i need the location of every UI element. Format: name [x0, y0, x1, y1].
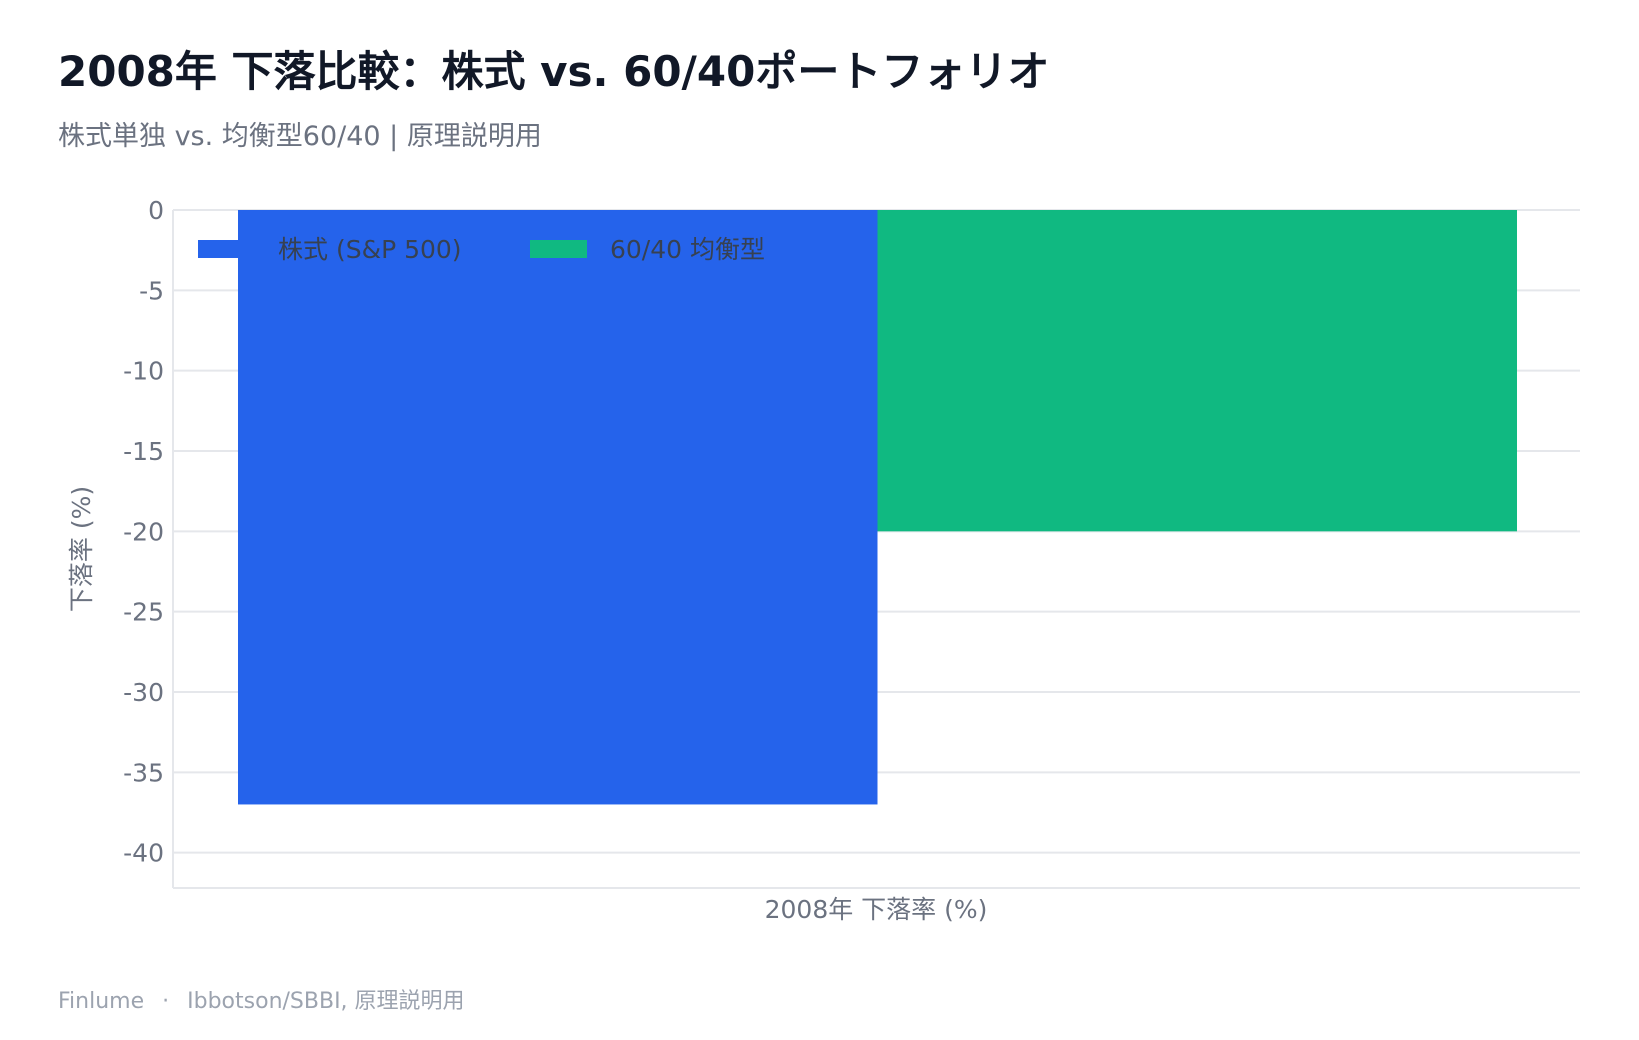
- footer-source: Ibbotson/SBBI, 原理説明用: [187, 989, 465, 1014]
- legend-label: 60/40 均衡型: [610, 235, 765, 264]
- x-axis-title: 2008年 下落率 (%): [765, 895, 988, 924]
- bar-stocks: [238, 210, 878, 805]
- y-tick-label: -15: [123, 437, 164, 466]
- y-tick-label: 0: [148, 196, 164, 225]
- footer-separator: ·: [162, 989, 170, 1014]
- legend-swatch: [198, 240, 255, 258]
- bar-balanced-60-40: [877, 210, 1517, 532]
- y-tick-label: -20: [123, 517, 164, 546]
- legend-label: 株式 (S&P 500): [278, 235, 462, 264]
- y-axis-ticks: 0 -5 -10 -15 -20 -25 -30 -35 -40: [123, 196, 164, 868]
- chart-title: 2008年 下落比較：株式 vs. 60/40ポートフォリオ: [58, 47, 1050, 96]
- y-tick-label: -10: [123, 357, 164, 386]
- legend: 株式 (S&P 500) 60/40 均衡型: [198, 235, 765, 264]
- y-tick-label: -25: [123, 598, 164, 627]
- footer: Finlume · Ibbotson/SBBI, 原理説明用: [58, 983, 465, 1015]
- footer-brand: Finlume: [58, 989, 145, 1014]
- legend-swatch: [530, 240, 587, 258]
- bars: [238, 210, 1517, 805]
- y-tick-label: -35: [123, 758, 164, 787]
- y-tick-label: -5: [139, 276, 164, 305]
- y-tick-label: -40: [123, 839, 164, 868]
- chart-subtitle: 株式単独 vs. 均衡型60/40 | 原理説明用: [58, 121, 542, 152]
- y-tick-label: -30: [123, 678, 164, 707]
- y-axis-title: 下落率 (%): [67, 486, 96, 612]
